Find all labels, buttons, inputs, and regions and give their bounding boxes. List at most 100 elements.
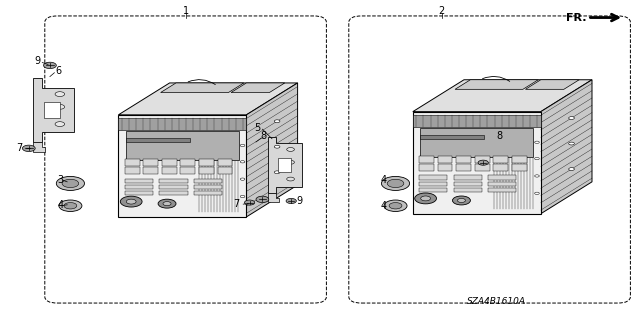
Circle shape — [275, 171, 280, 174]
Circle shape — [158, 199, 176, 208]
Bar — [456, 164, 471, 171]
Bar — [488, 188, 516, 192]
Circle shape — [384, 200, 407, 211]
Bar — [493, 156, 508, 163]
Circle shape — [415, 193, 436, 204]
Bar — [475, 156, 490, 163]
Circle shape — [275, 120, 280, 122]
Circle shape — [286, 198, 296, 204]
Bar — [454, 182, 482, 186]
Text: 5: 5 — [254, 122, 260, 133]
Bar — [125, 179, 153, 183]
Circle shape — [64, 203, 77, 209]
Circle shape — [387, 179, 404, 188]
Text: SZA4B1610A: SZA4B1610A — [467, 297, 525, 306]
Circle shape — [244, 200, 255, 205]
Polygon shape — [33, 142, 45, 152]
Circle shape — [44, 62, 56, 69]
Bar — [420, 135, 484, 139]
Bar — [438, 156, 452, 163]
Bar — [180, 159, 195, 166]
Circle shape — [275, 145, 280, 148]
Circle shape — [534, 158, 540, 160]
Bar — [125, 159, 140, 166]
Circle shape — [534, 192, 540, 195]
Text: 1: 1 — [182, 6, 189, 16]
Bar — [419, 175, 447, 180]
Bar — [419, 156, 434, 163]
Bar — [180, 167, 195, 174]
Bar — [125, 185, 153, 189]
Circle shape — [59, 200, 82, 211]
Circle shape — [569, 142, 574, 145]
Bar — [162, 167, 177, 174]
Bar — [488, 175, 516, 180]
Polygon shape — [268, 137, 302, 193]
Polygon shape — [118, 115, 246, 217]
Bar — [438, 164, 452, 171]
Polygon shape — [541, 80, 592, 214]
Bar — [143, 167, 158, 174]
Bar — [218, 167, 232, 174]
Bar — [143, 159, 158, 166]
Circle shape — [452, 196, 470, 205]
Circle shape — [240, 178, 245, 180]
Bar — [218, 159, 232, 166]
Bar — [454, 175, 482, 180]
Bar — [512, 164, 527, 171]
Bar — [159, 179, 188, 183]
Bar — [194, 191, 222, 196]
Text: 7: 7 — [16, 143, 22, 153]
Bar — [162, 159, 177, 166]
Text: 9: 9 — [34, 56, 40, 66]
Polygon shape — [268, 193, 279, 202]
Text: 8: 8 — [496, 130, 502, 141]
Circle shape — [55, 104, 65, 109]
Circle shape — [420, 196, 431, 201]
Polygon shape — [413, 80, 592, 112]
Text: 7: 7 — [234, 199, 240, 209]
Circle shape — [381, 176, 410, 190]
Bar — [159, 185, 188, 189]
Circle shape — [534, 175, 540, 177]
Bar — [419, 164, 434, 171]
Bar — [419, 188, 447, 192]
Bar — [199, 159, 214, 166]
Bar — [475, 164, 490, 171]
Text: 3: 3 — [57, 175, 63, 185]
Bar — [420, 128, 533, 157]
Text: 2: 2 — [438, 6, 445, 16]
Circle shape — [56, 176, 84, 190]
Polygon shape — [525, 80, 579, 89]
Polygon shape — [246, 83, 298, 217]
Polygon shape — [118, 83, 298, 115]
Bar — [199, 167, 214, 174]
Text: 4: 4 — [381, 201, 387, 211]
Circle shape — [240, 195, 245, 198]
Circle shape — [22, 145, 35, 152]
Bar — [278, 158, 291, 172]
Bar — [125, 167, 140, 174]
Bar — [493, 164, 508, 171]
Circle shape — [256, 196, 269, 203]
Polygon shape — [161, 83, 244, 93]
Bar — [454, 188, 482, 192]
Circle shape — [240, 144, 245, 147]
Circle shape — [120, 196, 142, 207]
Polygon shape — [455, 80, 538, 89]
Circle shape — [287, 177, 294, 181]
Circle shape — [534, 141, 540, 144]
Bar — [44, 102, 60, 118]
Circle shape — [389, 203, 402, 209]
Polygon shape — [33, 78, 74, 142]
Text: 9: 9 — [296, 196, 303, 206]
Circle shape — [478, 160, 488, 165]
Circle shape — [55, 122, 65, 127]
Bar — [118, 118, 246, 130]
Bar — [194, 179, 222, 183]
Bar — [125, 191, 153, 196]
Text: FR.: FR. — [566, 12, 587, 23]
Circle shape — [163, 202, 171, 206]
Circle shape — [569, 117, 574, 119]
Bar — [126, 138, 190, 142]
